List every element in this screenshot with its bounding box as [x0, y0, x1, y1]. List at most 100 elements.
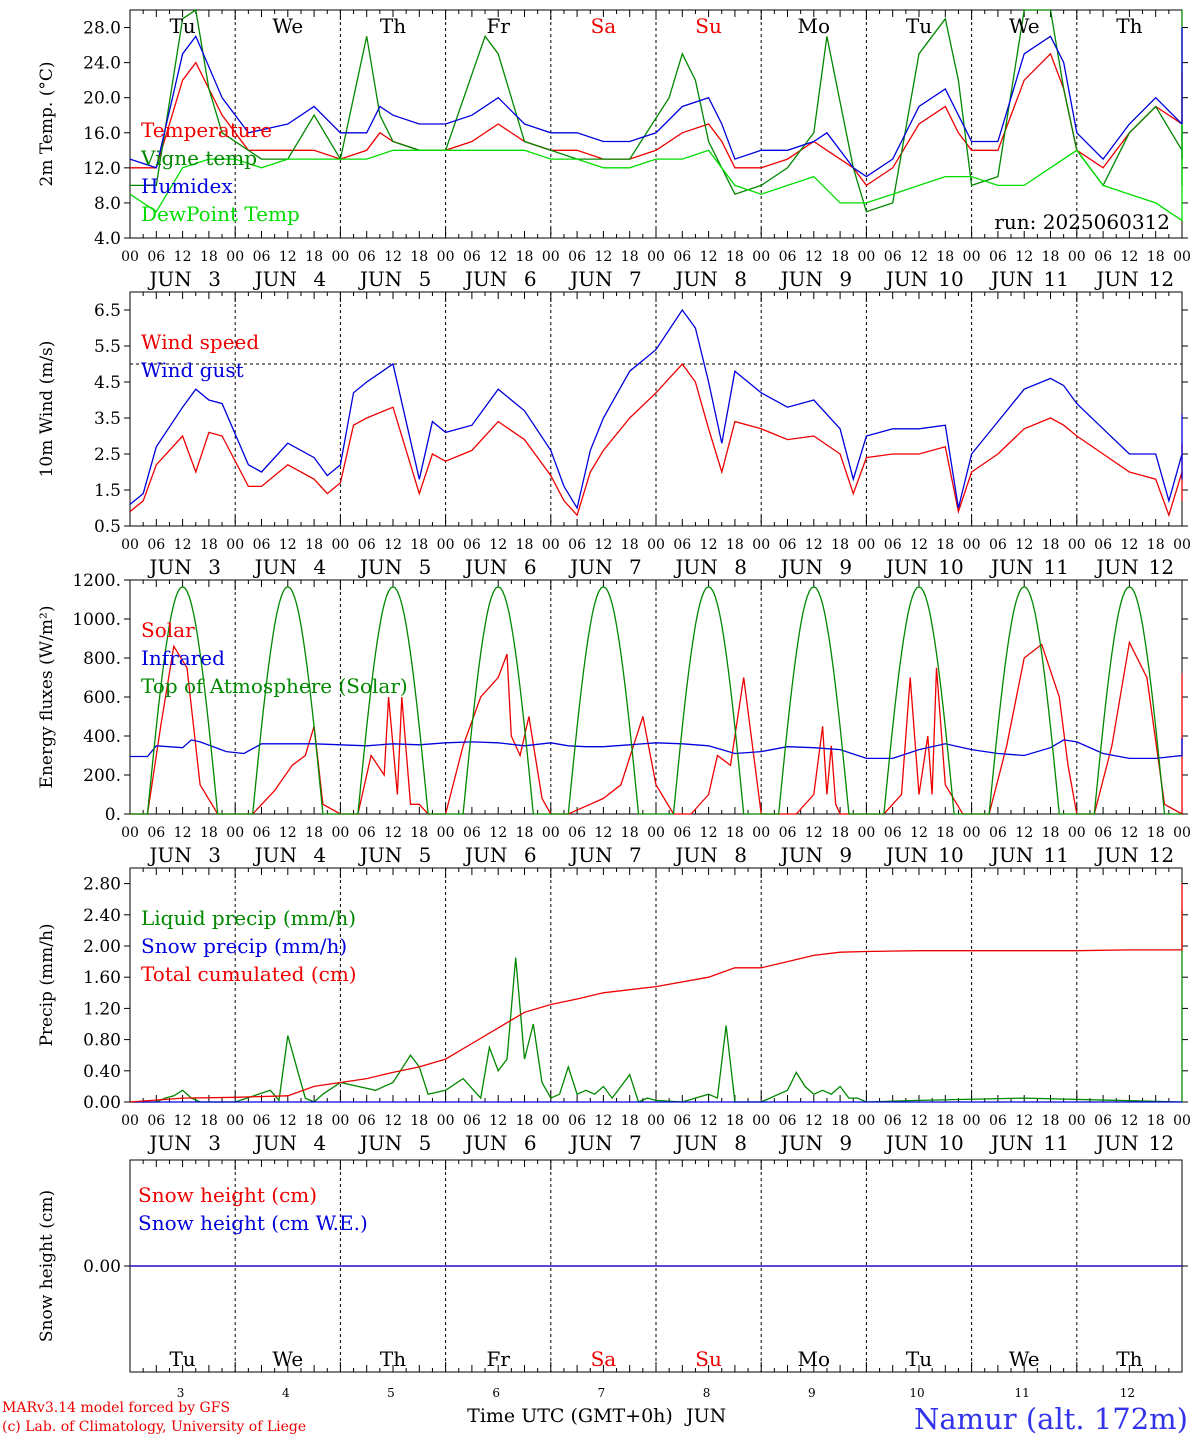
weekday-label-bottom: Tu: [169, 1347, 195, 1371]
bottom-day-number: 11: [1015, 1386, 1030, 1400]
x-hour-label: 00: [1173, 537, 1191, 553]
y-tick-label: 400.: [83, 727, 121, 747]
y-tick-label: 0.: [105, 805, 121, 825]
y-axis-label: Energy fluxes (W/m²): [37, 606, 57, 789]
y-tick-label: 0.00: [83, 1257, 121, 1277]
x-month-label: JUN: [568, 267, 612, 291]
y-tick-label: 0.40: [83, 1062, 121, 1082]
x-month-label: JUN: [147, 555, 191, 579]
x-hour-label: 00: [121, 1113, 139, 1129]
x-hour-label: 12: [910, 249, 928, 265]
weekday-label-top: Mo: [798, 14, 831, 38]
x-hour-label: 00: [1173, 1113, 1191, 1129]
x-hour-label: 00: [857, 537, 875, 553]
x-hour-label: 06: [673, 1113, 691, 1129]
x-hour-label: 18: [410, 537, 428, 553]
x-day-label: 9: [839, 555, 852, 579]
x-day-label: 10: [938, 555, 963, 579]
x-hour-label: 18: [621, 1113, 639, 1129]
x-hour-label: 06: [147, 825, 165, 841]
x-day-label: 12: [1149, 267, 1174, 291]
y-tick-label: 2.80: [83, 875, 121, 895]
series-line: [129, 362, 1183, 518]
x-hour-label: 06: [673, 537, 691, 553]
x-month-label: JUN: [989, 555, 1033, 579]
x-month-label: JUN: [673, 843, 717, 867]
bottom-day-number: 7: [598, 1386, 606, 1400]
legend-entry: Infrared: [141, 646, 225, 670]
legend-entry: Snow precip (mm/h): [141, 934, 347, 958]
x-hour-label: 18: [1042, 249, 1060, 265]
y-tick-label: 200.: [83, 766, 121, 786]
x-hour-label: 00: [963, 537, 981, 553]
x-hour-label: 12: [174, 249, 192, 265]
y-tick-label: 6.5: [94, 301, 121, 321]
x-day-label: 12: [1149, 1131, 1174, 1155]
x-day-label: 4: [313, 267, 326, 291]
x-hour-label: 00: [963, 825, 981, 841]
weekday-label-bottom: Th: [1116, 1347, 1142, 1371]
x-hour-label: 00: [121, 249, 139, 265]
y-tick-label: 0.5: [94, 517, 121, 537]
x-hour-label: 18: [516, 1113, 534, 1129]
model-credit: MARv3.14 model forced by GFS: [2, 1400, 231, 1416]
x-hour-label: 18: [1147, 1113, 1165, 1129]
x-hour-label: 12: [279, 537, 297, 553]
x-hour-label: 18: [305, 249, 323, 265]
x-month-label: JUN: [358, 555, 402, 579]
x-hour-label: 12: [384, 537, 402, 553]
x-day-label: 6: [524, 843, 537, 867]
legend-entry: Humidex: [141, 174, 233, 198]
weekday-label-bottom: Tu: [906, 1347, 932, 1371]
x-month-label: JUN: [779, 555, 823, 579]
x-hour-label: 00: [963, 1113, 981, 1129]
x-hour-label: 12: [700, 1113, 718, 1129]
x-month-label: JUN: [1094, 843, 1138, 867]
x-hour-label: 06: [253, 537, 271, 553]
weekday-label-top: We: [272, 14, 303, 38]
x-hour-label: 06: [779, 1113, 797, 1129]
x-day-label: 11: [1043, 555, 1068, 579]
x-hour-label: 12: [279, 825, 297, 841]
x-hour-label: 00: [542, 537, 560, 553]
panel-5: 0.00 Snow height (cm) Snow height (cm) Snow…: [37, 1159, 1188, 1373]
x-hour-label: 18: [305, 1113, 323, 1129]
panel-4: 0.00 0.40 0.80 1.20 1.60 2.00 2.40 2.80 Precip (…: [37, 867, 1191, 1155]
x-hour-label: 12: [174, 1113, 192, 1129]
x-day-label: 5: [419, 843, 432, 867]
x-hour-label: 00: [752, 537, 770, 553]
legend-entry: Total cumulated (cm): [141, 962, 357, 986]
x-hour-label: 00: [542, 1113, 560, 1129]
x-hour-label: 12: [174, 537, 192, 553]
x-hour-label: 00: [752, 249, 770, 265]
x-hour-label: 18: [1042, 1113, 1060, 1129]
x-month-label: JUN: [463, 267, 507, 291]
x-hour-label: 18: [1147, 537, 1165, 553]
x-hour-label: 18: [936, 1113, 954, 1129]
x-hour-label: 00: [437, 1113, 455, 1129]
x-month-label: JUN: [463, 843, 507, 867]
weekday-label-bottom: Fr: [486, 1347, 510, 1371]
x-hour-label: 18: [831, 1113, 849, 1129]
x-hour-label: 18: [726, 537, 744, 553]
y-tick-label: 8.0: [94, 194, 121, 214]
x-hour-label: 00: [331, 537, 349, 553]
x-hour-label: 06: [253, 249, 271, 265]
x-hour-label: 12: [700, 249, 718, 265]
y-tick-label: 4.5: [94, 373, 121, 393]
x-hour-label: 06: [463, 249, 481, 265]
x-hour-label: 18: [831, 825, 849, 841]
x-month-label: JUN: [884, 843, 928, 867]
x-hour-label: 18: [621, 537, 639, 553]
x-month-label: JUN: [989, 1131, 1033, 1155]
x-day-label: 10: [938, 843, 963, 867]
series-line: [130, 640, 1183, 816]
x-hour-label: 06: [1094, 249, 1112, 265]
x-day-label: 10: [938, 1131, 963, 1155]
x-month-label: JUN: [358, 843, 402, 867]
x-hour-label: 00: [647, 537, 665, 553]
y-axis-label: Snow height (cm): [37, 1190, 57, 1342]
x-month-label: JUN: [147, 843, 191, 867]
x-hour-label: 12: [594, 537, 612, 553]
x-hour-label: 12: [279, 1113, 297, 1129]
